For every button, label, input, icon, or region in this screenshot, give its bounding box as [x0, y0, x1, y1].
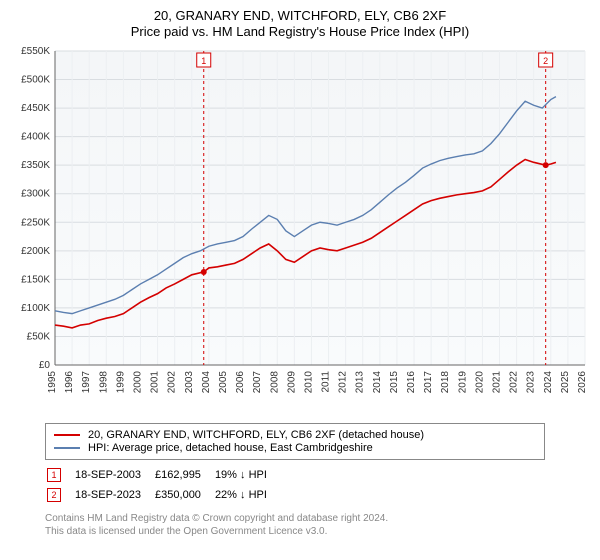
svg-text:£300K: £300K: [21, 189, 50, 200]
price-chart: £0 £50K £100K £150K £200K £250K £300K £350K £400…: [10, 45, 590, 415]
svg-text:2001: 2001: [150, 371, 161, 394]
svg-text:2007: 2007: [252, 371, 263, 394]
svg-text:1995: 1995: [47, 371, 58, 394]
svg-text:2006: 2006: [235, 371, 246, 394]
svg-text:£0: £0: [39, 360, 51, 371]
legend-swatch-price: [54, 434, 80, 436]
svg-text:2016: 2016: [406, 371, 417, 394]
marker-badge: 1: [47, 468, 61, 482]
svg-text:2012: 2012: [338, 371, 349, 394]
marker-date: 18-SEP-2003: [75, 466, 153, 484]
svg-text:2013: 2013: [355, 371, 366, 394]
svg-text:2010: 2010: [303, 371, 314, 394]
svg-text:2020: 2020: [474, 371, 485, 394]
marker-date: 18-SEP-2023: [75, 486, 153, 504]
svg-text:1997: 1997: [81, 371, 92, 394]
svg-text:1: 1: [201, 56, 206, 66]
svg-text:2: 2: [543, 56, 548, 66]
legend-item-hpi: HPI: Average price, detached house, East…: [54, 442, 536, 454]
svg-text:2005: 2005: [218, 371, 229, 394]
svg-text:2011: 2011: [321, 371, 332, 393]
legend-label-hpi: HPI: Average price, detached house, East…: [88, 442, 373, 454]
svg-text:1998: 1998: [98, 371, 109, 394]
svg-text:2000: 2000: [132, 371, 143, 394]
svg-text:2008: 2008: [269, 371, 280, 394]
marker-delta: 19% ↓ HPI: [215, 466, 279, 484]
svg-text:1999: 1999: [115, 371, 126, 394]
svg-text:£400K: £400K: [21, 132, 50, 143]
svg-text:2021: 2021: [492, 371, 503, 394]
svg-text:2022: 2022: [509, 371, 520, 394]
marker-delta: 22% ↓ HPI: [215, 486, 279, 504]
svg-text:2018: 2018: [440, 371, 451, 394]
marker-row: 2 18-SEP-2023£350,00022% ↓ HPI: [47, 486, 279, 504]
legend: 20, GRANARY END, WITCHFORD, ELY, CB6 2XF…: [45, 423, 545, 460]
svg-text:2019: 2019: [457, 371, 468, 394]
marker-price: £350,000: [155, 486, 213, 504]
legend-item-price: 20, GRANARY END, WITCHFORD, ELY, CB6 2XF…: [54, 429, 536, 441]
svg-text:£500K: £500K: [21, 75, 50, 86]
svg-text:£450K: £450K: [21, 103, 50, 114]
svg-text:£550K: £550K: [21, 46, 50, 57]
footer: Contains HM Land Registry data © Crown c…: [45, 512, 590, 538]
svg-text:£50K: £50K: [27, 331, 51, 342]
footer-line1: Contains HM Land Registry data © Crown c…: [45, 512, 590, 525]
svg-text:2025: 2025: [560, 371, 571, 394]
svg-text:2014: 2014: [372, 371, 383, 394]
chart-subtitle: Price paid vs. HM Land Registry's House …: [10, 24, 590, 39]
marker-row: 1 18-SEP-2003£162,99519% ↓ HPI: [47, 466, 279, 484]
svg-text:£350K: £350K: [21, 160, 50, 171]
svg-text:2015: 2015: [389, 371, 400, 394]
svg-text:2009: 2009: [286, 371, 297, 394]
svg-text:2024: 2024: [543, 371, 554, 394]
svg-text:£150K: £150K: [21, 274, 50, 285]
svg-text:2026: 2026: [577, 371, 588, 394]
svg-text:2017: 2017: [423, 371, 434, 394]
marker-badge: 2: [47, 488, 61, 502]
svg-text:2004: 2004: [201, 371, 212, 394]
marker-price: £162,995: [155, 466, 213, 484]
svg-text:£100K: £100K: [21, 303, 50, 314]
svg-text:2002: 2002: [167, 371, 178, 394]
legend-swatch-hpi: [54, 447, 80, 449]
svg-text:1996: 1996: [64, 371, 75, 394]
svg-text:2003: 2003: [184, 371, 195, 394]
chart-title: 20, GRANARY END, WITCHFORD, ELY, CB6 2XF: [10, 8, 590, 23]
legend-label-price: 20, GRANARY END, WITCHFORD, ELY, CB6 2XF…: [88, 429, 424, 441]
svg-text:£250K: £250K: [21, 217, 50, 228]
svg-text:£200K: £200K: [21, 246, 50, 257]
footer-line2: This data is licensed under the Open Gov…: [45, 525, 590, 538]
marker-table: 1 18-SEP-2003£162,99519% ↓ HPI 2 18-SEP-202…: [45, 464, 281, 506]
svg-text:2023: 2023: [526, 371, 537, 394]
